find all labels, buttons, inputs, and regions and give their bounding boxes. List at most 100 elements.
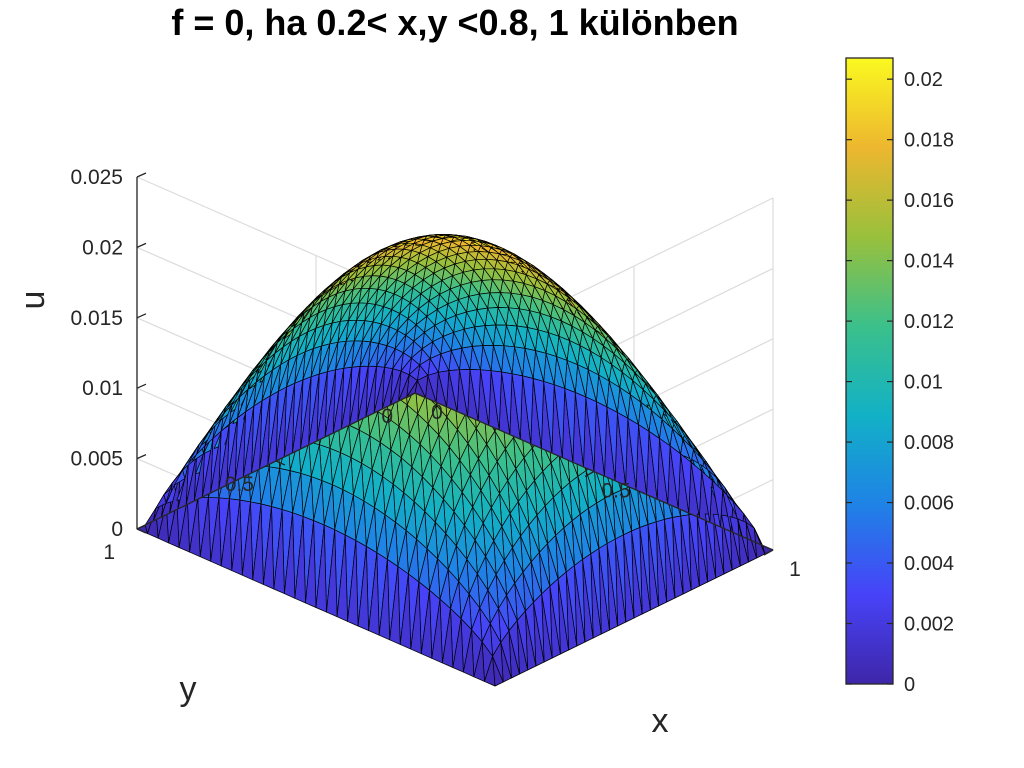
surface-facet xyxy=(385,279,397,295)
surface-facet xyxy=(482,241,494,248)
surface-facet xyxy=(497,307,509,326)
surface-facet xyxy=(493,345,505,373)
surface-facet xyxy=(199,497,212,562)
surface-facet xyxy=(620,486,632,532)
surface-facet xyxy=(596,497,608,544)
surface-facet xyxy=(516,325,528,349)
surface-facet xyxy=(523,447,535,481)
surface-facet xyxy=(408,538,420,583)
surface-facet xyxy=(315,524,327,613)
surface-facet xyxy=(576,308,588,323)
surface-facet xyxy=(532,378,545,449)
x-tick-mark xyxy=(405,392,416,399)
surface-facet xyxy=(543,381,555,454)
surface-facet xyxy=(438,416,450,448)
surface-facet xyxy=(451,459,463,493)
surface-facet xyxy=(400,357,412,376)
surface-facet xyxy=(245,381,257,413)
surface-facet xyxy=(417,374,429,398)
surface-facet xyxy=(515,457,527,491)
surface-facet xyxy=(294,351,306,384)
surface-facet xyxy=(469,244,481,252)
surface-facet xyxy=(355,266,367,279)
surface-facet xyxy=(383,244,395,251)
surface-facet xyxy=(577,470,589,509)
surface-facet xyxy=(592,338,604,358)
surface-facet xyxy=(414,266,426,281)
surface-facet xyxy=(214,406,227,424)
surface-facet xyxy=(586,316,598,331)
surface-facet xyxy=(489,292,501,308)
surface-facet xyxy=(378,326,390,346)
surface-facet xyxy=(503,547,516,584)
surface-facet xyxy=(515,271,527,284)
surface-facet xyxy=(231,385,243,406)
surface-facet xyxy=(561,482,573,522)
surface-facet xyxy=(521,294,533,312)
surface-facet xyxy=(369,275,381,290)
surface-facet xyxy=(261,369,273,402)
surface-facet xyxy=(659,438,671,505)
surface-facet xyxy=(484,324,497,346)
surface-facet xyxy=(419,358,431,376)
surface-facet xyxy=(392,352,404,372)
surface-facet xyxy=(647,521,659,607)
surface-facet xyxy=(488,461,500,494)
surface-facet xyxy=(627,417,639,491)
surface-facet xyxy=(682,438,694,463)
surface-facet xyxy=(442,331,454,351)
surface-facet xyxy=(377,277,389,292)
chart-title: f = 0, ha 0.2< x,y <0.8, 1 különben xyxy=(171,2,738,43)
surface-facet xyxy=(459,443,471,476)
x-tick-label: 0.5 xyxy=(601,480,630,503)
surface-facet xyxy=(342,288,354,305)
surface-facet xyxy=(455,311,467,330)
surface-facet xyxy=(501,249,513,258)
surface-facet xyxy=(336,534,348,622)
surface-facet xyxy=(403,466,415,502)
surface-facet xyxy=(317,296,329,314)
surface-facet xyxy=(496,259,508,271)
surface-facet xyxy=(549,578,561,655)
z-tick-mark xyxy=(136,454,147,460)
surface-facet xyxy=(634,372,646,390)
surface-facet xyxy=(417,256,429,268)
surface-facet xyxy=(588,502,600,549)
surface-facet xyxy=(495,324,507,347)
colorbar-tick-label: 0.02 xyxy=(904,69,943,91)
surface-facet xyxy=(390,256,402,268)
surface-facet xyxy=(493,526,505,561)
surface-facet xyxy=(480,245,492,253)
surface-facet xyxy=(507,261,519,273)
surface-facet xyxy=(550,454,562,491)
surface-facet xyxy=(753,527,766,555)
surface-facet xyxy=(413,238,425,246)
surface-facet xyxy=(188,444,200,464)
surface-facet xyxy=(272,346,284,371)
surface-facet xyxy=(426,309,438,326)
surface-facet xyxy=(614,534,627,623)
surface-facet xyxy=(596,401,608,477)
surface-facet xyxy=(439,569,451,609)
surface-facet xyxy=(456,524,468,560)
y-tick-mark xyxy=(275,460,286,466)
surface-facet xyxy=(514,346,526,377)
z-tick-labels: 0 0.005 0.01 0.015 0.02 0.025 xyxy=(70,166,147,541)
surface-facet xyxy=(512,535,524,573)
surface-facet xyxy=(520,260,532,270)
surface-facet xyxy=(640,401,652,432)
z-tick-label: 0 xyxy=(111,518,123,541)
surface-facet xyxy=(680,514,692,591)
surface-facet xyxy=(651,410,663,439)
surface-facet xyxy=(375,290,387,307)
y-tick-mark xyxy=(136,528,147,534)
surface-facet xyxy=(615,347,628,364)
surface-facet xyxy=(440,350,452,371)
surface-facet xyxy=(314,289,326,301)
surface-facet xyxy=(619,387,631,419)
colorbar-tick-label: 0.008 xyxy=(904,432,954,454)
surface-facet xyxy=(672,515,684,595)
surface-facet xyxy=(280,340,292,365)
surface-facet xyxy=(416,511,428,550)
surface-facet xyxy=(485,540,497,575)
